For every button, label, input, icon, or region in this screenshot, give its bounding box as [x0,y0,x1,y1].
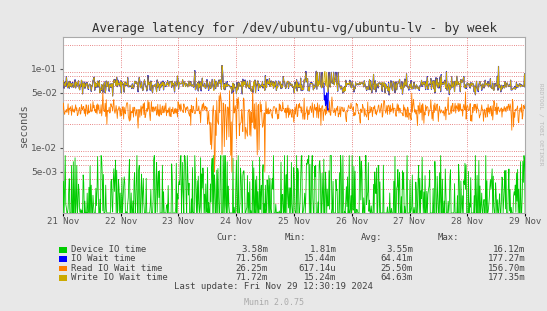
Text: 71.72m: 71.72m [236,273,268,282]
Text: Cur:: Cur: [216,233,237,242]
Text: 177.27m: 177.27m [487,254,525,263]
Text: 3.58m: 3.58m [241,245,268,254]
Text: 64.41m: 64.41m [381,254,413,263]
Text: Min:: Min: [284,233,306,242]
Text: 156.70m: 156.70m [487,264,525,272]
Text: Munin 2.0.75: Munin 2.0.75 [243,298,304,307]
Text: Read IO Wait time: Read IO Wait time [71,264,162,272]
Text: Max:: Max: [438,233,459,242]
Text: 25.50m: 25.50m [381,264,413,272]
Text: Last update: Fri Nov 29 12:30:19 2024: Last update: Fri Nov 29 12:30:19 2024 [174,281,373,290]
Text: 177.35m: 177.35m [487,273,525,282]
Text: 15.44m: 15.44m [304,254,336,263]
Text: 26.25m: 26.25m [236,264,268,272]
Y-axis label: seconds: seconds [19,103,28,147]
Text: Write IO Wait time: Write IO Wait time [71,273,168,282]
Text: 3.55m: 3.55m [386,245,413,254]
Title: Average latency for /dev/ubuntu-vg/ubuntu-lv - by week: Average latency for /dev/ubuntu-vg/ubunt… [91,22,497,35]
Text: 15.24m: 15.24m [304,273,336,282]
Text: 617.14u: 617.14u [299,264,336,272]
Text: IO Wait time: IO Wait time [71,254,136,263]
Text: 1.81m: 1.81m [310,245,336,254]
Text: RRDTOOL / TOBI OETIKER: RRDTOOL / TOBI OETIKER [538,83,543,166]
Text: 71.56m: 71.56m [236,254,268,263]
Text: Device IO time: Device IO time [71,245,147,254]
Text: 16.12m: 16.12m [493,245,525,254]
Text: Avg:: Avg: [361,233,382,242]
Text: 64.63m: 64.63m [381,273,413,282]
